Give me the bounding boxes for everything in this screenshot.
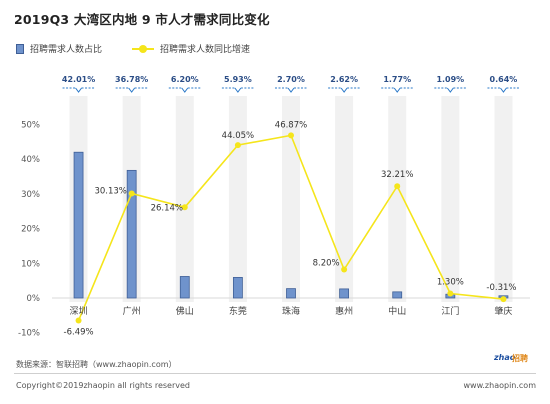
legend-label-bar: 招聘需求人数占比 <box>30 45 103 55</box>
growth-label: 44.05% <box>222 131 254 141</box>
x-tick-label: 肇庆 <box>494 305 512 317</box>
growth-label: 1.30% <box>437 277 464 287</box>
y-tick-label: 50% <box>21 121 40 131</box>
growth-point <box>341 266 348 273</box>
y-tick-label: 30% <box>21 190 40 200</box>
bar-中山 <box>392 291 403 299</box>
growth-label: 46.87% <box>275 120 307 130</box>
bar-深圳 <box>73 151 84 299</box>
growth-label: -0.31% <box>486 283 516 293</box>
footer-divider <box>14 373 536 374</box>
x-tick-label: 江门 <box>441 305 459 317</box>
growth-point <box>288 132 294 139</box>
legend-swatch-bar <box>16 43 24 54</box>
chart-title: 2019Q3 大湾区内地 9 市人才需求同比变化 <box>14 12 270 27</box>
callout-pointer <box>234 87 242 93</box>
bar-share-label: 6.20% <box>171 75 199 84</box>
growth-point <box>75 317 82 324</box>
y-tick-label: 40% <box>21 155 40 165</box>
bar-share-label: 1.77% <box>383 75 411 84</box>
bar-东莞 <box>232 277 243 299</box>
legend-swatch-line <box>132 44 155 54</box>
category-band <box>335 96 354 302</box>
x-tick-label: 佛山 <box>176 305 194 317</box>
y-tick-label: -10% <box>18 329 40 339</box>
callout-pointer <box>181 87 189 93</box>
growth-label: 32.21% <box>381 170 413 180</box>
callout-pointer <box>500 87 507 93</box>
callout-pointer <box>393 87 401 93</box>
callout-pointer <box>75 87 82 93</box>
category-band <box>175 96 194 302</box>
y-tick-label: 10% <box>21 259 40 269</box>
growth-point <box>181 204 188 211</box>
growth-point <box>500 296 507 303</box>
bar-share-label: 0.64% <box>490 75 518 84</box>
category-band <box>228 96 247 302</box>
bar-广州 <box>126 169 137 299</box>
website-url: www.zhaopin.com <box>463 381 536 390</box>
x-tick-label: 东莞 <box>229 305 247 317</box>
growth-point <box>234 142 241 149</box>
legend-item-line: 招聘需求人数同比增速 <box>132 42 250 55</box>
x-tick-label: 广州 <box>123 305 141 317</box>
bar-share-label: 42.01% <box>62 75 95 84</box>
growth-label: 26.14% <box>151 203 183 213</box>
x-tick-label: 深圳 <box>70 306 88 317</box>
legend-item-bar: 招聘需求人数占比 <box>16 42 102 55</box>
x-tick-label: 中山 <box>388 305 406 317</box>
logo-text-primary: zhao <box>494 353 516 362</box>
copyright-text: Copyright©2019zhaopin all rights reserve… <box>16 381 190 390</box>
growth-point <box>128 190 135 197</box>
growth-point <box>447 290 454 297</box>
category-band <box>441 96 460 302</box>
y-tick-label: 20% <box>21 225 40 235</box>
bar-share-label: 2.62% <box>330 75 358 84</box>
x-tick-label: 惠州 <box>335 305 353 317</box>
category-band <box>388 96 407 302</box>
callout-pointer <box>446 87 454 93</box>
legend: 招聘需求人数占比 招聘需求人数同比增速 <box>16 42 280 55</box>
growth-label: -6.49% <box>64 328 94 338</box>
growth-point <box>394 183 401 190</box>
bar-佛山 <box>179 276 190 299</box>
y-tick-label: 0% <box>27 294 41 304</box>
growth-label: 8.20% <box>313 259 340 269</box>
bar-share-label: 2.70% <box>277 75 305 84</box>
callout-pointer <box>287 87 295 93</box>
bar-share-label: 1.09% <box>436 75 464 84</box>
category-band <box>494 96 513 302</box>
bar-share-label: 36.78% <box>115 75 148 84</box>
legend-label-line: 招聘需求人数同比增速 <box>160 45 251 55</box>
growth-label: 30.13% <box>94 186 126 196</box>
bar-珠海 <box>286 288 296 299</box>
callout-pointer <box>340 87 348 93</box>
logo-text-secondary: 招聘 <box>512 354 528 363</box>
x-tick-label: 珠海 <box>282 305 300 317</box>
zhaopin-logo: zhao 招聘 <box>494 353 534 367</box>
bar-share-label: 5.93% <box>224 75 252 84</box>
bar-惠州 <box>339 288 350 299</box>
data-source-note: 数据来源：智联招聘（www.zhaopin.com） <box>16 360 177 369</box>
callout-pointer <box>128 87 136 93</box>
